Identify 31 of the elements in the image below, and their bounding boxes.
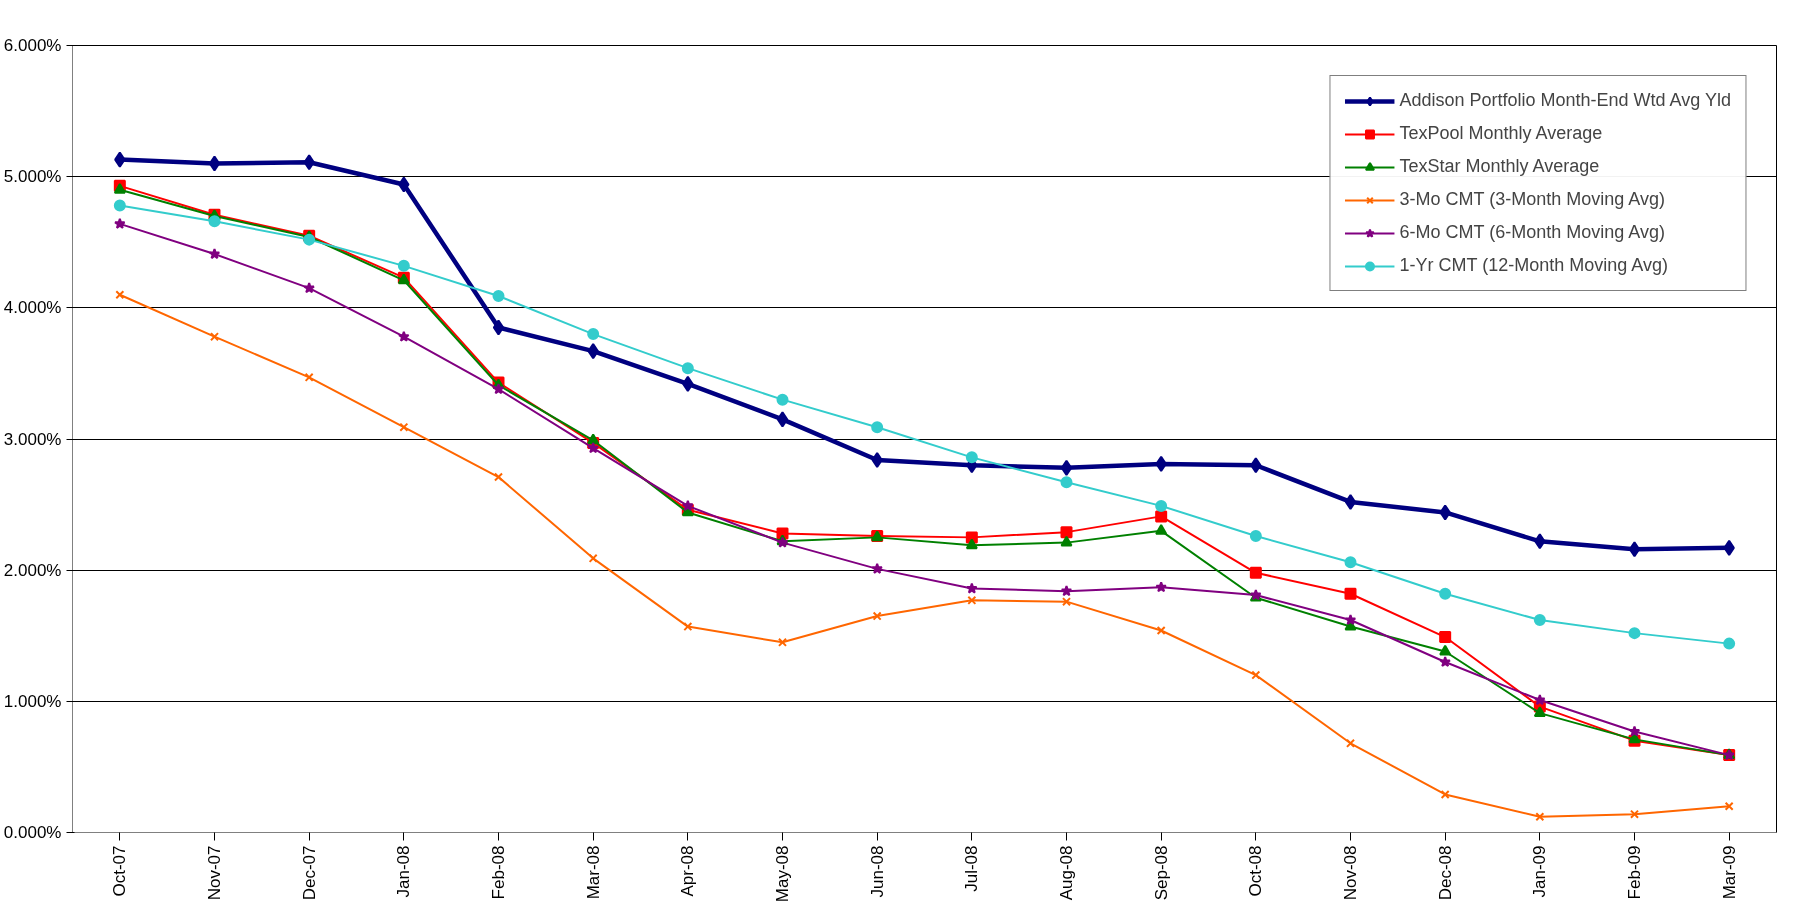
legend-label: 3-Mo CMT (3-Month Moving Avg) [1399,189,1665,210]
y-tick-label: 0.000% [3,823,62,842]
x-tick-label: Mar-09 [1719,845,1739,900]
x-tick-label: Oct-08 [1246,845,1266,897]
y-tick-label: 2.000% [3,560,62,580]
x-tick-label: Oct-07 [110,845,130,897]
x-tick-label: Dec-08 [1435,845,1455,901]
legend-label: 6-Mo CMT (6-Month Moving Avg) [1399,222,1665,243]
y-tick-label: 4.000% [3,298,62,318]
legend-label: Addison Portfolio Month-End Wtd Avg Yld [1399,90,1731,111]
x-tick-label: Jan-08 [394,845,414,898]
legend-label: TexPool Monthly Average [1399,123,1603,144]
x-tick-label: Mar-08 [583,845,603,900]
y-tick-label: 6.000% [3,36,62,55]
x-tick-label: Nov-08 [1341,845,1360,901]
y-tick-label: 1.000% [3,691,62,711]
x-tick-label: Feb-08 [489,845,508,900]
y-tick-label: 5.000% [3,167,62,187]
x-tick-label: Sep-08 [1151,845,1171,901]
x-tick-label: Feb-09 [1625,845,1644,900]
x-tick-label: Jan-09 [1530,845,1550,898]
x-tick-label: Dec-07 [299,845,319,901]
x-tick-label: Jul-08 [962,845,982,892]
x-tick-label: Aug-08 [1057,845,1076,901]
legend-label: TexStar Monthly Average [1399,156,1600,177]
x-tick-label: Nov-07 [205,845,224,901]
x-tick-label: Apr-08 [678,845,698,897]
legend-label: 1-Yr CMT (12-Month Moving Avg) [1399,255,1668,276]
x-tick-label: May-08 [773,845,792,903]
y-tick-label: 3.000% [3,429,62,449]
x-tick-label: Jun-08 [867,845,887,898]
